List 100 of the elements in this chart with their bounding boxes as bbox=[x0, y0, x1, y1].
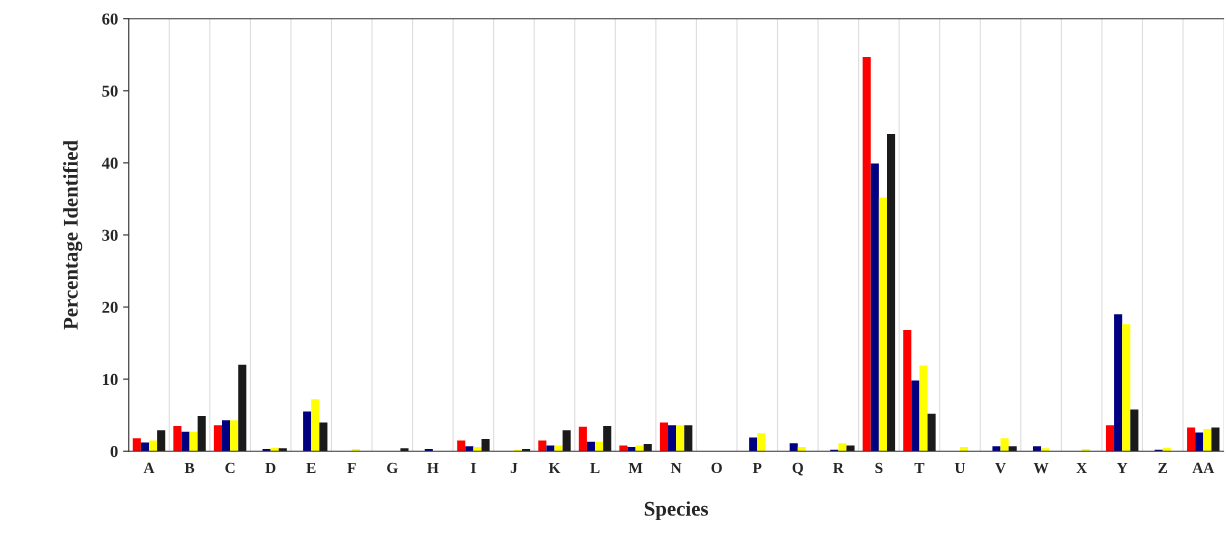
bar bbox=[473, 446, 482, 452]
bar bbox=[554, 445, 563, 452]
y-tick-label: 10 bbox=[102, 373, 118, 386]
x-tick-label: J bbox=[510, 462, 518, 474]
bar bbox=[303, 411, 312, 452]
x-tick-label: R bbox=[833, 462, 844, 473]
bar bbox=[992, 446, 1001, 452]
x-tick-label: K bbox=[548, 462, 561, 473]
x-tick-label: AA bbox=[1192, 462, 1215, 473]
bar bbox=[400, 448, 409, 452]
bar bbox=[189, 431, 198, 452]
bar bbox=[619, 445, 628, 452]
x-tick-label: T bbox=[914, 462, 925, 473]
bar bbox=[149, 440, 158, 452]
bar bbox=[140, 442, 149, 452]
x-tick-label: G bbox=[387, 462, 398, 474]
x-axis-title: Species bbox=[644, 501, 709, 521]
bar bbox=[1187, 427, 1196, 452]
bar bbox=[911, 380, 920, 452]
bar bbox=[919, 365, 928, 452]
bar bbox=[457, 440, 466, 452]
x-tick-label: W bbox=[1033, 462, 1049, 474]
bar bbox=[278, 448, 287, 452]
bar bbox=[1195, 432, 1204, 452]
bar bbox=[230, 420, 239, 452]
x-tick-label: Z bbox=[1158, 462, 1168, 473]
x-tick-label: F bbox=[347, 462, 356, 473]
y-tick-label: 60 bbox=[102, 13, 118, 25]
x-tick-label: D bbox=[265, 462, 276, 473]
bar bbox=[789, 443, 798, 452]
x-tick-label: Q bbox=[792, 462, 804, 476]
bar bbox=[1041, 448, 1050, 452]
bar bbox=[878, 197, 887, 452]
bar bbox=[668, 425, 677, 452]
bar bbox=[546, 445, 555, 452]
bar bbox=[757, 433, 766, 452]
bar bbox=[221, 420, 231, 452]
x-tick-label: L bbox=[590, 462, 600, 473]
bar bbox=[132, 438, 141, 452]
bar bbox=[238, 364, 247, 452]
bar bbox=[749, 437, 758, 452]
x-tick-label: I bbox=[470, 462, 476, 473]
y-tick-label: 50 bbox=[102, 85, 118, 97]
y-tick-label: 40 bbox=[101, 157, 118, 169]
bar bbox=[562, 430, 571, 452]
x-tick-label: P bbox=[752, 462, 762, 473]
bar bbox=[635, 445, 644, 452]
x-tick-label: U bbox=[954, 462, 966, 474]
bar bbox=[676, 425, 685, 452]
x-tick-label: M bbox=[628, 462, 643, 473]
bar bbox=[959, 446, 969, 452]
x-tick-label: V bbox=[995, 462, 1006, 474]
bar bbox=[627, 446, 636, 452]
bar bbox=[319, 422, 328, 452]
bar bbox=[1122, 324, 1131, 452]
bar bbox=[197, 415, 206, 452]
x-tick-label: B bbox=[184, 462, 195, 473]
x-tick-label: X bbox=[1076, 462, 1087, 473]
x-tick-label: H bbox=[427, 462, 439, 473]
bar bbox=[1114, 314, 1123, 452]
bar bbox=[886, 134, 896, 452]
bar bbox=[659, 422, 669, 452]
x-tick-label: O bbox=[711, 462, 722, 474]
bar bbox=[797, 446, 806, 452]
bar bbox=[1008, 446, 1017, 452]
bar bbox=[903, 330, 912, 452]
bar bbox=[173, 426, 182, 452]
bar bbox=[643, 444, 652, 452]
bar bbox=[862, 56, 871, 452]
bar bbox=[311, 399, 320, 452]
bar bbox=[1032, 446, 1042, 452]
bar bbox=[181, 431, 190, 452]
bar bbox=[1000, 438, 1009, 452]
bar bbox=[465, 446, 474, 452]
bar bbox=[684, 425, 693, 452]
bar bbox=[538, 440, 547, 452]
bar bbox=[157, 430, 166, 452]
bar bbox=[586, 441, 596, 452]
bar bbox=[1203, 428, 1212, 452]
x-tick-label: Y bbox=[1116, 462, 1128, 473]
bar bbox=[481, 438, 490, 452]
bar bbox=[603, 426, 612, 452]
bar bbox=[595, 441, 604, 452]
x-tick-label: A bbox=[143, 462, 155, 473]
y-axis-title: Percentage Identified bbox=[62, 140, 83, 330]
bar bbox=[1211, 427, 1220, 452]
bar bbox=[213, 425, 222, 452]
bar bbox=[927, 413, 936, 452]
bar bbox=[846, 445, 855, 452]
x-tick-label: N bbox=[670, 462, 682, 473]
bar bbox=[838, 443, 847, 452]
x-tick-label: C bbox=[225, 462, 235, 474]
bar bbox=[870, 163, 879, 452]
bar bbox=[578, 426, 587, 452]
y-tick-label: 30 bbox=[102, 229, 118, 241]
y-tick-label: 20 bbox=[102, 301, 118, 313]
x-tick-label: E bbox=[306, 462, 316, 473]
y-tick-label: 0 bbox=[110, 445, 118, 458]
bar bbox=[1130, 409, 1139, 452]
bar bbox=[1105, 425, 1115, 452]
